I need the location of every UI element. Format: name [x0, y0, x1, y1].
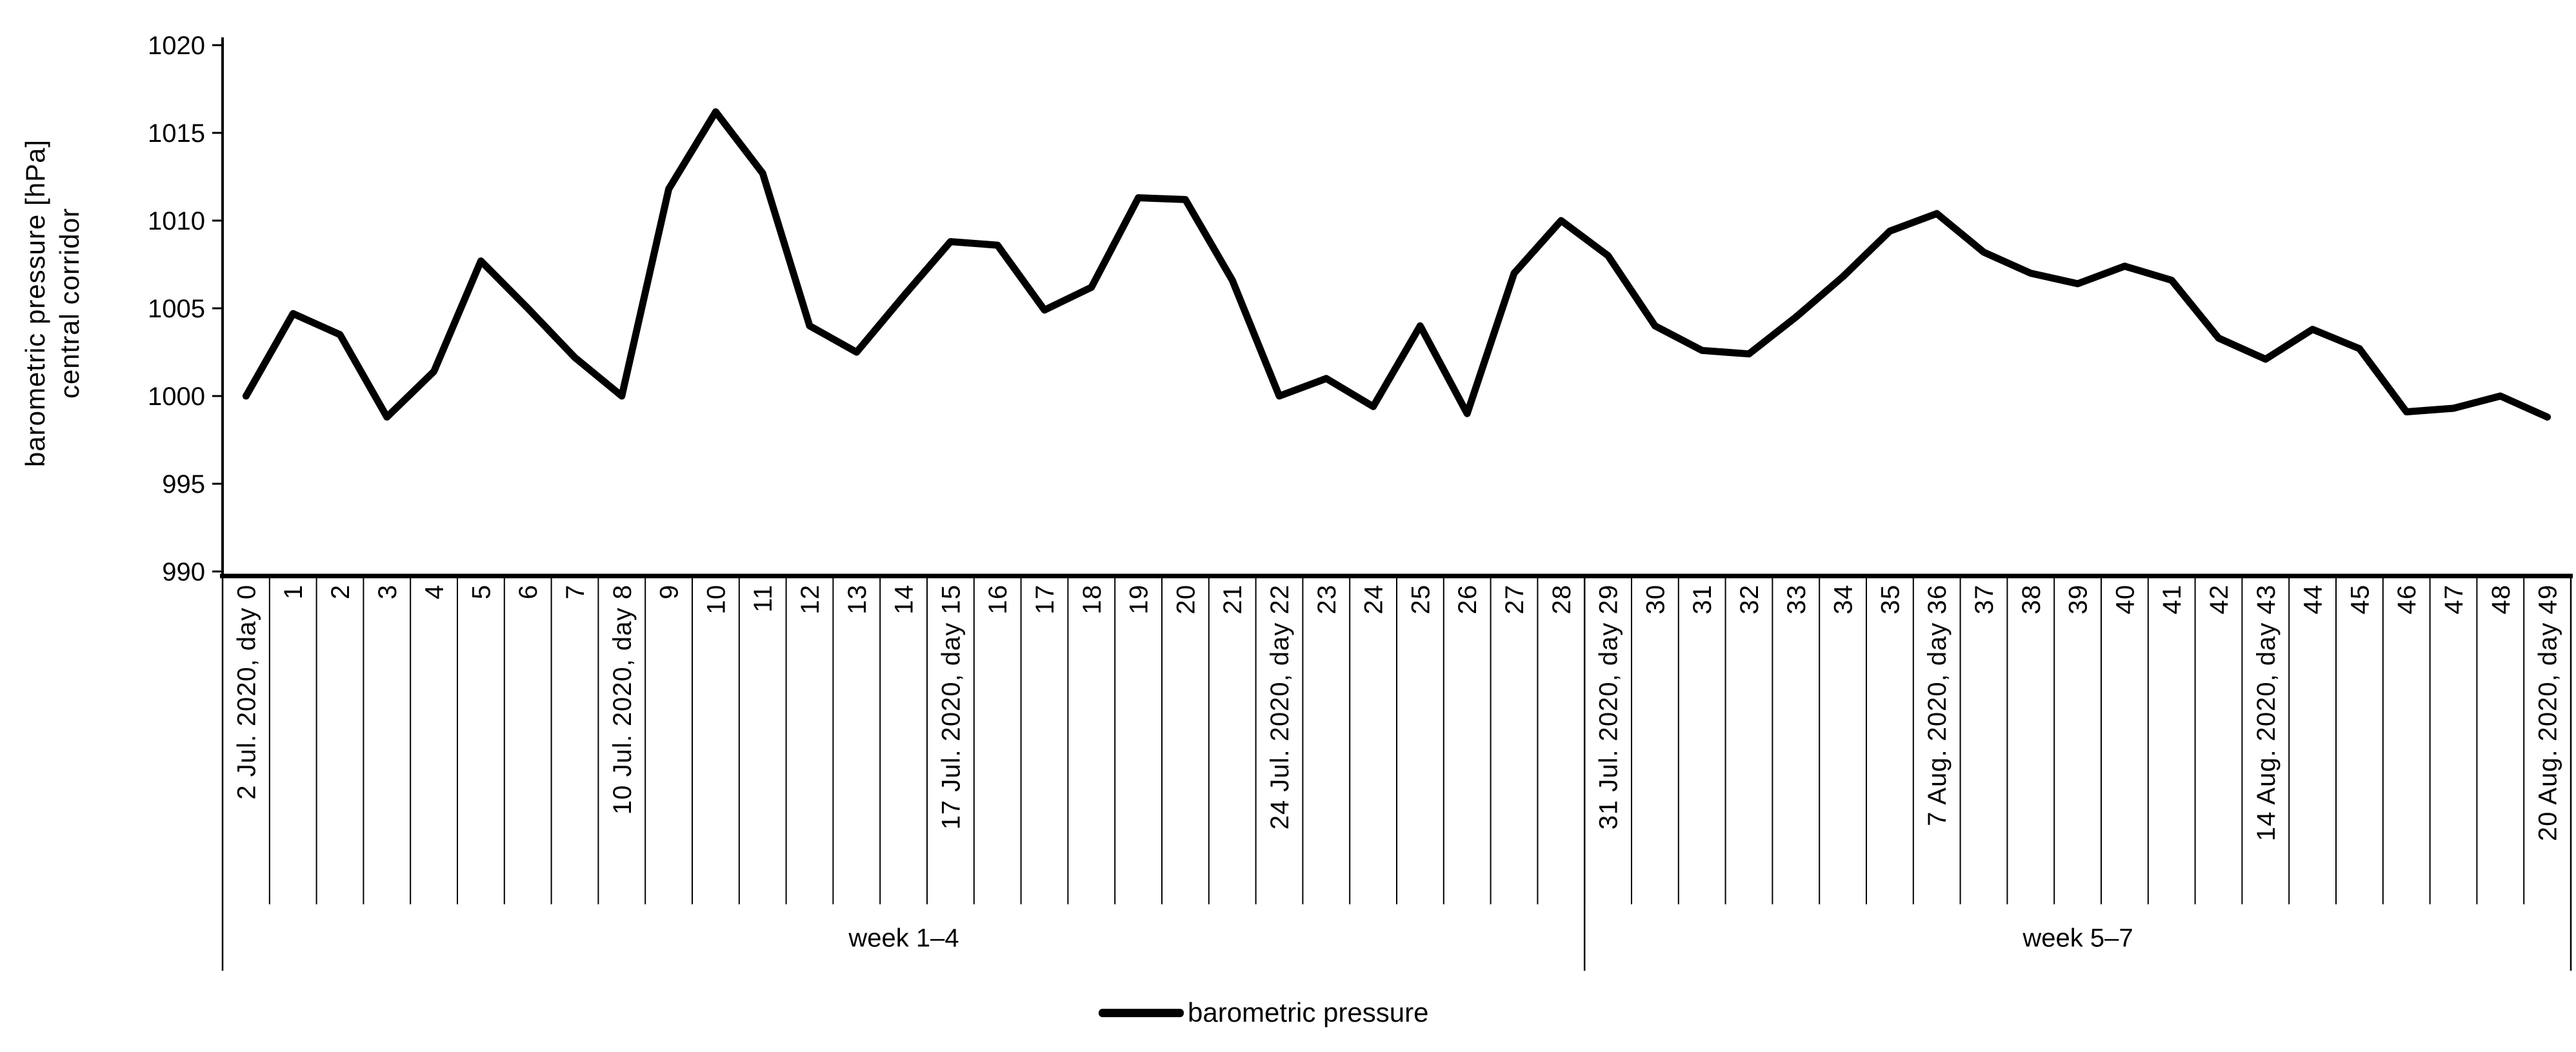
x-tick-label: 35 [1876, 584, 1904, 615]
x-tick-label: 44 [2299, 584, 2328, 615]
x-tick-label: 1 [279, 584, 308, 599]
x-tick-label: 39 [2064, 584, 2093, 615]
y-tick-label: 1020 [148, 32, 205, 60]
x-tick-label: 7 [561, 584, 590, 599]
y-tick-label: 1005 [148, 295, 205, 323]
x-tick-label: 21 [1219, 584, 1247, 615]
x-tick-label: 42 [2205, 584, 2233, 615]
x-tick-label: 48 [2487, 584, 2515, 615]
week-group-label-2: week 5–7 [2022, 924, 2133, 953]
x-tick-label: 20 [1172, 584, 1200, 615]
x-tick-label: 6 [514, 584, 543, 599]
x-tick-label: 33 [1782, 584, 1811, 615]
pressure-line [242, 108, 2551, 421]
x-tick-label: 31 [1688, 584, 1717, 615]
legend: barometric pressure [1099, 997, 1429, 1027]
x-tick-label: 30 [1641, 584, 1670, 615]
x-tick-label: 26 [1453, 584, 1482, 615]
x-tick-label: 13 [843, 584, 872, 615]
y-tick-label: 1010 [148, 207, 205, 235]
x-tick-label: 28 [1548, 584, 1576, 615]
y-tick-label: 995 [162, 470, 205, 499]
y-tick-label: 990 [162, 558, 205, 586]
x-tick-label: 19 [1125, 584, 1153, 615]
x-tick-label: 5 [467, 584, 495, 599]
x-tick-label: 7 Aug. 2020, day 36 [1923, 584, 1952, 826]
x-tick-label: 4 [421, 584, 449, 599]
x-tick-label: 45 [2346, 584, 2374, 615]
x-tick-label: 37 [1970, 584, 1999, 615]
x-tick-label: 2 Jul. 2020, day 0 [232, 584, 261, 800]
x-tick-label: 27 [1501, 584, 1529, 615]
x-tick-label: 20 Aug. 2020, day 49 [2534, 584, 2562, 841]
x-tick-label: 41 [2158, 584, 2186, 615]
y-axis-title-line2: central corridor [54, 207, 85, 399]
y-tick-label: 1015 [148, 119, 205, 148]
y-axis-title-line1: barometric pressure [hPa] [20, 139, 50, 468]
x-tick-label: 10 [702, 584, 730, 615]
x-tick-label: 31 Jul. 2020, day 29 [1595, 584, 1623, 829]
x-tick-label: 18 [1078, 584, 1106, 615]
x-tick-label: 32 [1735, 584, 1764, 615]
x-tick-label: 10 Jul. 2020, day 8 [608, 584, 637, 815]
x-tick-label: 24 [1360, 584, 1388, 615]
x-tick-label: 24 Jul. 2020, day 22 [1266, 584, 1294, 829]
x-tick-label: 2 [326, 584, 355, 599]
x-tick-label: 12 [796, 584, 824, 615]
week-group-label-1: week 1–4 [848, 924, 959, 953]
x-tick-label: 14 Aug. 2020, day 43 [2252, 584, 2281, 841]
x-tick-label: 16 [984, 584, 1012, 615]
x-tick-label: 23 [1313, 584, 1341, 615]
x-tick-label: 34 [1830, 584, 1858, 615]
x-tick-label: 38 [2017, 584, 2046, 615]
x-tick-label: 9 [655, 584, 684, 599]
x-tick-label: 14 [890, 584, 919, 615]
x-tick-label: 25 [1406, 584, 1435, 615]
x-tick-label: 40 [2111, 584, 2139, 615]
legend-label: barometric pressure [1188, 997, 1429, 1027]
y-tick-label: 1000 [148, 382, 205, 411]
x-tick-label: 11 [749, 584, 777, 613]
x-tick-label: 3 [374, 584, 402, 599]
x-tick-label: 17 [1031, 584, 1059, 615]
x-tick-label: 47 [2440, 584, 2468, 615]
x-tick-label: 46 [2393, 584, 2421, 615]
legend-line-marker [1099, 1008, 1184, 1017]
x-tick-label: 17 Jul. 2020, day 15 [937, 584, 965, 829]
